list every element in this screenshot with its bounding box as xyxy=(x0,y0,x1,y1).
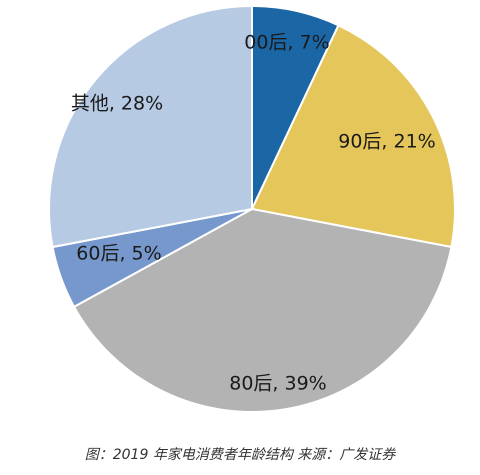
slice-other xyxy=(48,4,253,249)
figure-caption: 图：2019 年家电消费者年龄结构 来源：广发证券 xyxy=(84,447,396,463)
pie-slices xyxy=(48,4,456,413)
pie-labels: 00后, 7% 90后, 21% 80后, 39% 60后, 5% 其他, 28% xyxy=(71,32,436,395)
slice-80s xyxy=(72,207,453,413)
label-90s: 90后, 21% xyxy=(338,131,436,153)
label-other: 其他, 28% xyxy=(71,93,163,115)
label-80s: 80后, 39% xyxy=(229,373,327,395)
label-60s: 60后, 5% xyxy=(76,243,161,265)
label-00s: 00后, 7% xyxy=(244,32,329,54)
slice-90s xyxy=(250,23,456,249)
